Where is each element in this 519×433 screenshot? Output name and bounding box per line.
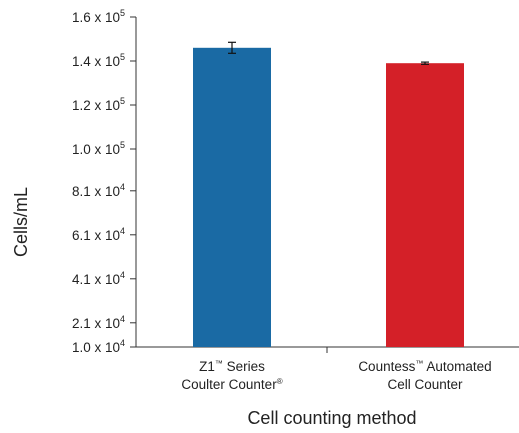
y-tick-label: 1.0 x 105 [72, 140, 125, 157]
svg-text:Z1™ Series: Z1™ Series [199, 359, 265, 374]
y-tick-label: 8.1 x 104 [72, 182, 125, 199]
error-bar [228, 41, 236, 54]
x-tick-label: Countess™ Automated Cell Counter [358, 359, 491, 392]
x-axis-title: Cell counting method [247, 408, 416, 428]
bar [193, 47, 271, 348]
y-tick-label: 1.2 x 105 [72, 96, 125, 113]
y-axis-title: Cells/mL [11, 187, 31, 257]
y-tick-label: 1.6 x 105 [72, 8, 125, 25]
bars [193, 47, 464, 348]
error-bar [421, 61, 429, 65]
x-tick-label: Z1™ Series Coulter Counter® [181, 359, 282, 392]
y-tick-label: 4.1 x 104 [72, 270, 125, 287]
y-tick-label: 1.0 x 104 [72, 338, 125, 355]
error-bars [228, 41, 429, 65]
y-tick-label: 2.1 x 104 [72, 314, 125, 331]
bar [386, 63, 464, 347]
svg-text:Countess™ Automated: Countess™ Automated [358, 359, 491, 374]
svg-text:Coulter Counter®: Coulter Counter® [181, 377, 282, 392]
y-tick-label: 1.4 x 105 [72, 52, 125, 69]
x-axis: Z1™ Series Coulter Counter® Countess™ Auto… [136, 346, 519, 392]
y-tick-label: 6.1 x 104 [72, 226, 125, 243]
y-axis: 1.0 x 104 2.1 x 104 4.1 x 104 6.1 x 104 8.1 … [72, 8, 137, 355]
svg-text:Cell Counter: Cell Counter [387, 377, 463, 392]
